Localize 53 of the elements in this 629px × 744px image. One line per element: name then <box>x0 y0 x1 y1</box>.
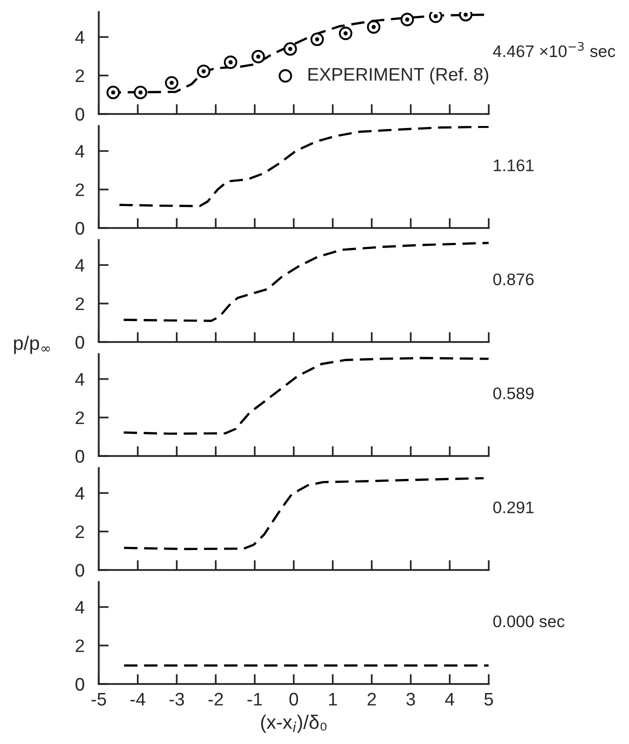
y-tick-label: 0 <box>76 336 84 349</box>
y-tick-label: 0 <box>76 450 84 463</box>
point <box>284 42 297 56</box>
y-tick-label: 4 <box>75 259 84 272</box>
point <box>338 26 352 40</box>
x-tick-label: -1 <box>248 692 262 706</box>
y-tick-label: 2 <box>76 639 84 652</box>
point <box>428 12 442 23</box>
point <box>366 20 380 34</box>
x-tick-label: -4 <box>130 692 146 706</box>
text: 0.000 sec <box>493 615 564 628</box>
y-tick-label: 0 <box>76 678 84 691</box>
line-series <box>122 242 489 322</box>
y-axis-title: p/p$_{∞}$ <box>14 336 50 354</box>
point <box>134 86 148 100</box>
x-axis-title: (x-x$_{i}$)/δ₀ <box>261 714 327 733</box>
x-tick-label: 3 <box>406 692 415 706</box>
line-series <box>118 126 489 208</box>
text: 0.876 <box>493 273 534 286</box>
y-tick-label: 0 <box>76 108 84 121</box>
x-tick-label: -3 <box>170 692 184 706</box>
y-tick-label: 2 <box>76 183 84 196</box>
text: 0.589 <box>493 387 534 400</box>
point <box>400 12 414 26</box>
y-tick-label: 2 <box>76 411 84 424</box>
x-tick-label: -5 <box>92 692 106 706</box>
y-tick-label: 4 <box>75 145 84 158</box>
x-tick-label: 2 <box>368 692 376 706</box>
point <box>164 76 178 90</box>
y-tick-label: 4 <box>75 601 84 614</box>
y-tick-label: 0 <box>76 564 84 577</box>
y-tick-label: 4 <box>75 31 84 44</box>
x-tick-label: 5 <box>484 692 493 706</box>
y-tick-label: 4 <box>75 487 84 500</box>
y-tick-label: 2 <box>76 525 84 538</box>
point <box>310 32 324 46</box>
y-tick-label: 0 <box>76 222 84 235</box>
x-tick-label: 4 <box>445 692 454 706</box>
legend-label: EXPERIMENT (Ref. 8) <box>308 68 488 84</box>
text: 4.467 ×10$^{−3}$ sec <box>493 42 616 58</box>
line-series <box>122 477 485 550</box>
x-tick-label: -2 <box>208 692 223 706</box>
text: 1.161 <box>494 159 534 172</box>
point <box>224 56 238 69</box>
x-tick-label: 0 <box>289 692 298 706</box>
point <box>252 50 265 64</box>
x-tick-label: 1 <box>329 692 337 706</box>
y-tick-label: 2 <box>76 297 84 310</box>
y-tick-label: 4 <box>75 373 84 386</box>
line-series <box>122 356 489 435</box>
y-tick-label: 2 <box>76 69 84 82</box>
point <box>106 86 120 100</box>
text: 0.291 <box>493 501 534 514</box>
